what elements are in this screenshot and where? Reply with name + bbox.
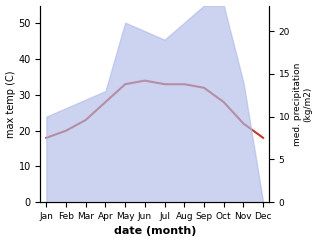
X-axis label: date (month): date (month) xyxy=(114,227,196,236)
Y-axis label: med. precipitation
(kg/m2): med. precipitation (kg/m2) xyxy=(293,62,313,145)
Y-axis label: max temp (C): max temp (C) xyxy=(5,70,16,138)
